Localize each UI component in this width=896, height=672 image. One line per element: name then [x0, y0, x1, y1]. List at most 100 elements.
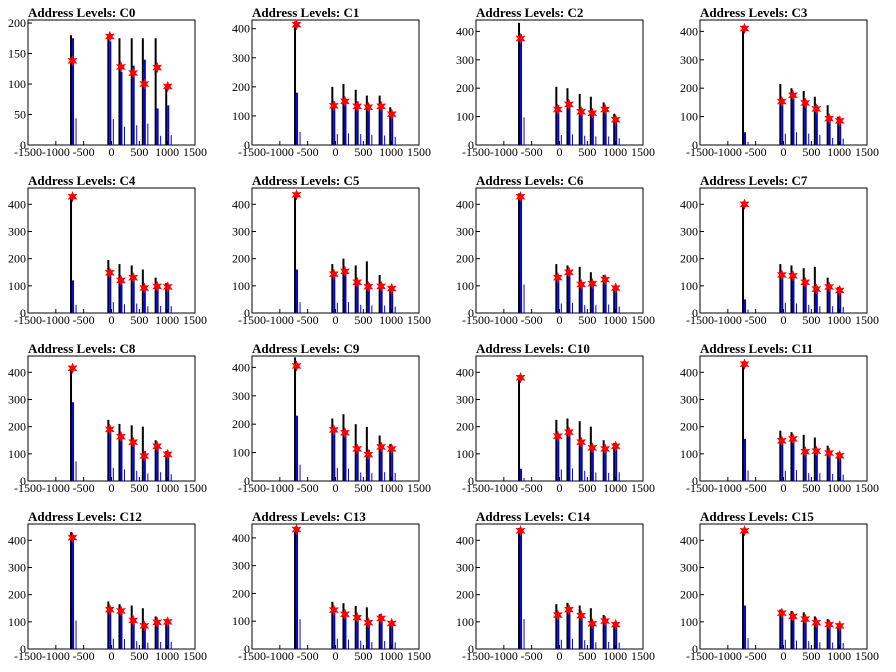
hist-bar-blue [615, 623, 618, 649]
x-tick-label: -1000 [490, 313, 518, 327]
peak-marker [139, 282, 150, 294]
hist-bar-side [112, 638, 114, 649]
hist-bar-blue [380, 107, 383, 145]
x-tick-label: 0 [557, 313, 563, 327]
chart-title: Address Levels: C1 [252, 5, 359, 20]
hist-bar-side [819, 306, 821, 313]
hist-bar-black [566, 602, 569, 649]
x-tick-label: 1500 [183, 481, 207, 495]
peak-marker [776, 434, 787, 447]
hist-bar-blue [132, 617, 135, 649]
x-tick-label: 500 [802, 145, 820, 159]
plot-frame [475, 355, 644, 482]
peak-marker [139, 450, 150, 462]
hist-bar-blue [156, 445, 159, 481]
x-tick-label: 1000 [603, 313, 627, 327]
hist-bar-side [571, 468, 573, 481]
peak-marker [515, 524, 526, 537]
hist-bar-side [299, 302, 301, 313]
hist-bar-side [112, 302, 114, 313]
hist-bar-side [123, 126, 125, 145]
y-tick-label: 300 [8, 392, 26, 406]
y-tick-label: 200 [680, 588, 698, 602]
y-tick-label: 400 [680, 533, 698, 547]
hist-bar-side [75, 118, 77, 145]
hist-bar-side [560, 135, 562, 145]
x-tick-label: -500 [745, 145, 767, 159]
plot-frame [699, 19, 868, 146]
peak-marker [152, 280, 163, 293]
y-tick-label: 300 [680, 224, 698, 238]
x-tick-label: 0 [109, 649, 115, 663]
hist-bar-blue [744, 605, 747, 649]
hist-bar-blue [615, 118, 618, 145]
hist-bar-side [808, 304, 810, 313]
hist-bar-black [378, 614, 381, 649]
peak-marker [552, 271, 563, 284]
peak-marker [787, 269, 799, 282]
hist-bar-side [808, 133, 810, 145]
peak-marker [67, 362, 78, 375]
chart-panel-9: Address Levels: C9 -1500 -1000 -500 0 500 1000… [224, 336, 448, 504]
hist-bar-blue [143, 451, 146, 481]
hist-bar-blue [792, 274, 795, 313]
hist-bar-black [70, 532, 73, 649]
y-tick-label: 300 [232, 51, 250, 65]
peak-marker [739, 22, 750, 35]
peak-marker [128, 436, 139, 449]
hist-bar-blue [781, 440, 784, 481]
hist-bar-black [578, 266, 581, 313]
x-tick-label: 1000 [827, 481, 851, 495]
hist-bar-black [130, 38, 133, 146]
peak-marker [824, 447, 835, 459]
peak-marker [811, 283, 822, 295]
hist-bar-blue [109, 428, 112, 481]
plot-frame [699, 355, 868, 482]
x-tick-label: -1500 [14, 145, 42, 159]
hist-bar-side [160, 135, 162, 145]
hist-bar-blue [580, 108, 583, 145]
hist-bar-black [589, 96, 592, 145]
y-tick-label: 300 [456, 392, 474, 406]
peak-marker [834, 114, 845, 127]
hist-bar-black [518, 375, 521, 481]
hist-bar-side [832, 306, 834, 313]
hist-bar-black [331, 601, 334, 649]
hist-bar-side [394, 642, 396, 649]
x-tick-label: 0 [333, 649, 339, 663]
hist-bar-blue [380, 283, 383, 313]
hist-bar-blue [356, 615, 359, 649]
hist-bar-side [608, 472, 610, 481]
hist-bar-blue [132, 440, 135, 481]
peak-marker [386, 108, 397, 121]
x-tick-label: 500 [802, 649, 820, 663]
peak-marker [811, 103, 822, 115]
hist-bar-blue [120, 71, 123, 145]
peak-marker [610, 618, 621, 631]
y-tick-label: 200 [232, 586, 250, 600]
peak-marker [162, 448, 173, 461]
hist-bar-blue [333, 607, 336, 649]
y-tick-label: 0 [244, 642, 250, 656]
hist-bar-black [294, 193, 297, 313]
x-tick-label: -1500 [238, 145, 266, 159]
peak-marker [576, 609, 587, 622]
hist-bar-black [141, 38, 144, 146]
x-tick-label: -500 [73, 649, 95, 663]
x-tick-label: -1000 [490, 145, 518, 159]
y-tick-label: 300 [232, 389, 250, 403]
y-tick-label: 0 [244, 474, 250, 488]
hist-bar-black [342, 414, 345, 481]
hist-bar-blue [604, 448, 607, 481]
hist-bar-black [837, 452, 840, 481]
hist-bar-black [790, 88, 793, 145]
hist-bar-side [347, 639, 349, 649]
x-tick-label: -1000 [714, 145, 742, 159]
peak-marker [800, 613, 811, 626]
hist-bar-black [602, 615, 605, 649]
y-tick-label: 0 [468, 642, 474, 656]
hist-bar-black [354, 265, 357, 313]
hist-bar-blue [815, 449, 818, 481]
hist-bar-black [742, 529, 745, 649]
peak-marker [834, 620, 845, 632]
